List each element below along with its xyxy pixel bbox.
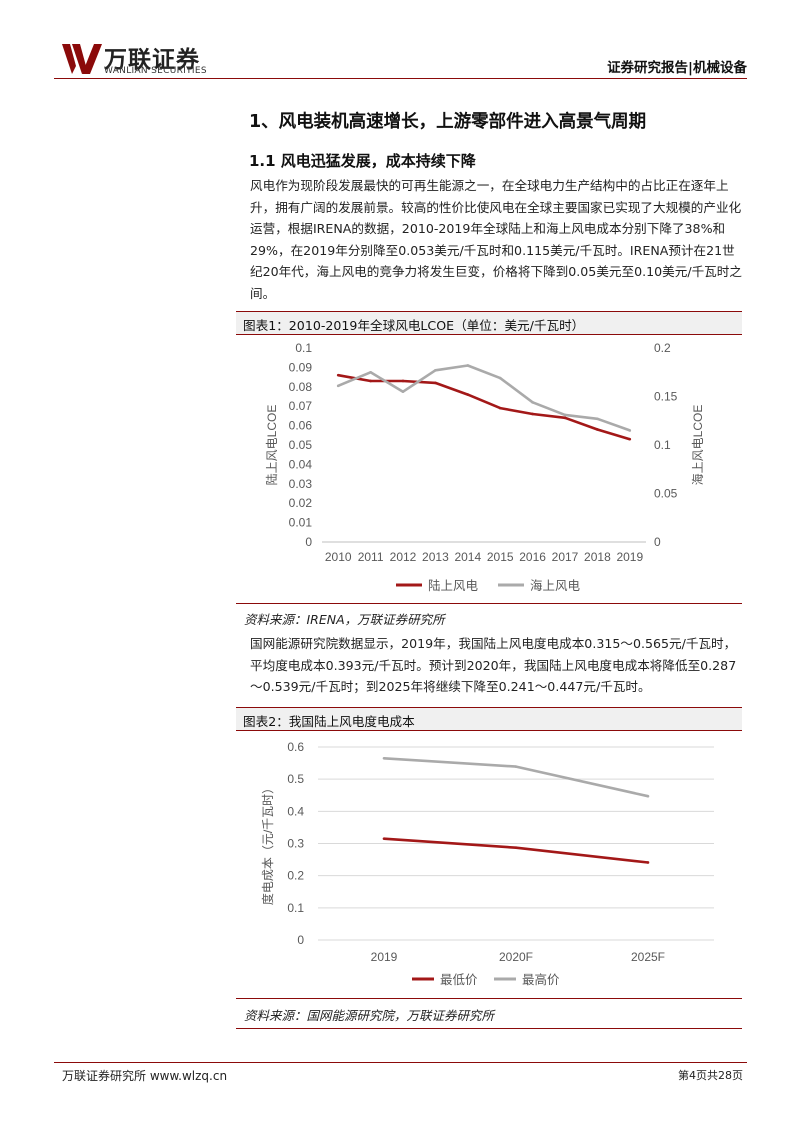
report-category-label: 证券研究报告|机械设备 (607, 60, 747, 76)
global-wind-lcoe-chart: 0 0.01 0.02 0.03 0.04 0.05 0.06 0.07 0.08 0.09 0.1… (264, 341, 705, 593)
data-point (531, 412, 534, 416)
header-divider (54, 78, 747, 79)
y-tick-label: 0 (305, 535, 312, 549)
data-point (369, 379, 372, 383)
china-onshore-wind-cost-chart: 0 0.1 0.2 0.3 0.4 0.5 0.6 2019 2020F 2025F 度电成本（元/… (260, 740, 714, 987)
x-tick-label: 2025F (631, 950, 665, 964)
footer-website: 万联证券研究所 www.wlzq.cn (62, 1069, 228, 1083)
body-paragraph: 国网能源研究院数据显示，2019年，我国陆上风电度电成本0.315～0.565元… (250, 636, 737, 695)
series-line-1 (383, 837, 649, 864)
data-point (646, 794, 650, 798)
data-point (628, 437, 632, 441)
figure-source: 资料来源：IRENA，万联证券研究所 (244, 612, 445, 627)
figure-caption-bar: 图表1：2010-2019年全球风电LCOE（单位：美元/千瓦时） (236, 311, 742, 335)
y-tick-label: 0.5 (287, 772, 304, 786)
y-right-tick-label: 0.05 (654, 487, 678, 501)
data-point (563, 413, 567, 417)
data-point (382, 756, 386, 760)
y-tick-label: 0 (297, 933, 304, 947)
y-axis-label: 陆上风电LCOE (264, 405, 279, 486)
figure-caption: 图表2：我国陆上风电度电成本 (243, 714, 415, 729)
y-tick-label: 0.3 (287, 837, 304, 851)
legend-label: 陆上风电 (428, 578, 479, 593)
footer-divider (54, 1062, 747, 1063)
y-right-tick-label: 0.1 (654, 438, 671, 452)
series-line-2 (337, 364, 631, 432)
data-point (401, 379, 405, 383)
data-point (596, 428, 599, 431)
y-tick-label: 0.06 (289, 419, 313, 433)
figure-caption: 图表1：2010-2019年全球风电LCOE（单位：美元/千瓦时） (243, 318, 585, 333)
data-point (434, 369, 437, 372)
data-point (434, 381, 437, 385)
series-line-1 (337, 373, 631, 441)
data-point (336, 384, 340, 388)
x-tick-label: 2018 (584, 550, 611, 564)
y-tick-label: 0.4 (287, 804, 304, 818)
x-tick-label: 2020F (499, 950, 533, 964)
y-tick-label: 0.2 (287, 869, 304, 883)
source-divider (236, 998, 742, 999)
y-tick-label: 0.6 (287, 740, 304, 754)
y-tick-label: 0.05 (289, 438, 313, 452)
y-tick-label: 0.1 (295, 341, 312, 355)
section-title: 1、风电装机高速增长，上游零部件进入高景气周期 (249, 112, 647, 132)
logo-english-name: WANLIAN SECURITIES (104, 66, 207, 76)
data-point (401, 390, 405, 393)
x-tick-label: 2011 (358, 550, 384, 564)
data-point (514, 846, 518, 849)
y-right-axis-label: 海上风电LCOE (690, 405, 705, 486)
data-point (369, 370, 372, 374)
data-point (563, 416, 567, 420)
page-number: 第4页共28页 (678, 1069, 743, 1082)
data-point (498, 376, 502, 380)
data-point (336, 373, 340, 377)
data-point (531, 401, 534, 404)
y-axis-label: 度电成本（元/千瓦时） (260, 782, 275, 905)
legend-label: 最高价 (522, 972, 560, 987)
figure-caption-bar: 图表2：我国陆上风电度电成本 (236, 707, 742, 731)
x-tick-label: 2016 (519, 550, 546, 564)
data-point (466, 364, 470, 367)
data-point (498, 406, 502, 410)
legend-label: 海上风电 (530, 578, 581, 593)
x-tick-label: 2019 (616, 550, 643, 564)
subsection-title: 1.1 风电迅猛发展，成本持续下降 (249, 152, 476, 170)
data-point (466, 393, 470, 396)
source-divider (236, 1028, 742, 1029)
data-point (628, 429, 632, 432)
y-tick-label: 0.04 (289, 457, 313, 471)
y-tick-label: 0.1 (287, 901, 304, 915)
figure-source: 资料来源：国网能源研究院，万联证券研究所 (244, 1008, 495, 1023)
x-tick-label: 2019 (371, 950, 398, 964)
logo-w-icon (62, 44, 102, 78)
x-tick-label: 2010 (325, 550, 352, 564)
x-tick-label: 2013 (422, 550, 449, 564)
legend-label: 最低价 (440, 973, 478, 987)
y-right-tick-label: 0.2 (654, 341, 671, 355)
source-divider (236, 603, 742, 604)
y-right-tick-label: 0.15 (654, 390, 678, 404)
x-tick-label: 2015 (487, 550, 514, 564)
x-tick-label: 2012 (390, 550, 417, 564)
y-tick-label: 0.02 (289, 496, 313, 510)
y-tick-label: 0.01 (289, 516, 313, 530)
x-tick-label: 2014 (454, 550, 481, 564)
y-right-tick-label: 0 (654, 535, 661, 549)
series-line-2 (383, 757, 649, 798)
data-point (646, 861, 650, 864)
data-point (382, 837, 386, 840)
data-point (514, 765, 518, 768)
x-tick-label: 2017 (552, 550, 579, 564)
logo-chinese-name: 万联证券 (104, 47, 200, 73)
y-tick-label: 0.03 (289, 477, 313, 491)
body-paragraph: 风电作为现阶段发展最快的可再生能源之一，在全球电力生产结构中的占比正在逐年上升，… (250, 178, 742, 301)
y-tick-label: 0.07 (289, 399, 313, 413)
data-point (596, 417, 599, 421)
y-tick-label: 0.09 (289, 360, 313, 374)
y-tick-label: 0.08 (289, 380, 313, 394)
